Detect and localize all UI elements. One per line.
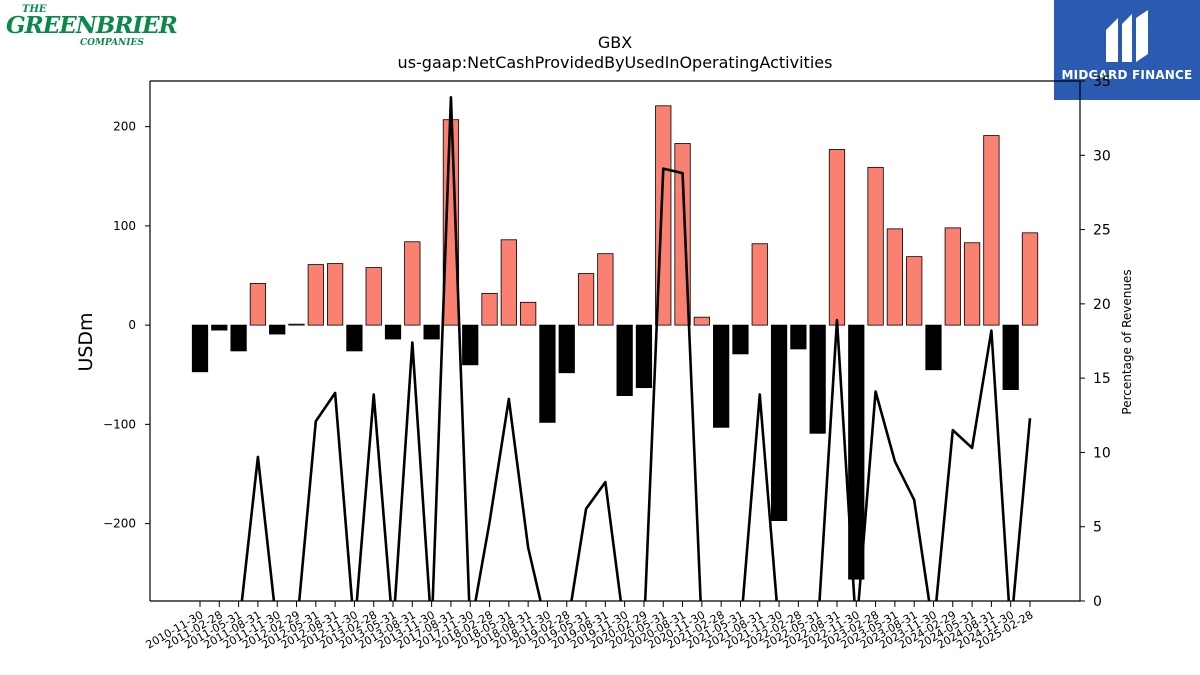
y2-tick-label: 30	[1093, 148, 1111, 164]
bar-2020-02-29	[635, 324, 653, 389]
bar-2013-08-31	[404, 241, 421, 326]
bar-2019-08-31	[597, 253, 614, 326]
logo-line-3: COMPANIES	[80, 38, 144, 48]
bar-2017-11-30	[462, 324, 479, 366]
bar-2022-02-28	[790, 324, 807, 350]
bar-2018-11-30	[539, 324, 556, 423]
bar-2024-05-31	[963, 242, 981, 326]
y2-tick-label: 5	[1093, 520, 1102, 536]
bar-2012-11-30	[346, 324, 363, 352]
bar-2021-02-28	[713, 324, 730, 428]
bar-2023-11-30	[925, 324, 942, 371]
y2-tick-label: 35	[1093, 74, 1111, 90]
logo-line-1: THE	[22, 4, 47, 15]
bar-2023-02-28	[867, 166, 884, 326]
chart-subtitle: us-gaap:NetCashProvidedByUsedInOperating…	[398, 53, 833, 72]
bar-2012-08-31	[326, 263, 344, 326]
y-axis-label: USDm	[75, 312, 97, 371]
y2-tick-label: 25	[1093, 223, 1111, 239]
y2-tick-label: 10	[1093, 445, 1111, 461]
plot-area: −200−1000100200051015202530352010-11-302…	[103, 74, 1111, 652]
percentage-line	[240, 96, 1032, 601]
bar-2010-11-30	[191, 324, 209, 373]
y-tick-label: 100	[113, 219, 136, 233]
y-tick-label: 200	[113, 120, 136, 134]
bar-2013-02-28	[365, 267, 382, 326]
bar-2022-08-31	[828, 149, 846, 326]
bar-2018-05-31	[500, 239, 517, 326]
logo-line-2: GREENBRIER	[6, 12, 178, 39]
bar-2019-11-30	[616, 324, 633, 396]
bar-2012-02-29	[288, 323, 305, 326]
bar-2021-11-30	[770, 324, 788, 522]
greenbrier-logo: THE GREENBRIER COMPANIES	[6, 4, 178, 52]
bar-2018-08-31	[520, 301, 537, 326]
bar-2019-02-28	[558, 324, 575, 374]
bar-2021-08-31	[751, 243, 768, 326]
y2-tick-label: 0	[1093, 594, 1102, 610]
bar-2013-11-30	[423, 324, 440, 340]
bar-2021-05-31	[732, 324, 749, 355]
bar-2023-08-31	[906, 256, 923, 326]
bar-2024-11-30	[1002, 324, 1019, 391]
y-tick-label: 0	[128, 318, 136, 332]
bar-2023-05-31	[886, 228, 903, 326]
bar-2019-05-31	[577, 273, 595, 326]
midgard-finance-logo: MIDGARD FINANCE	[1054, 0, 1200, 100]
bar-2011-05-31	[230, 324, 247, 352]
bar-2020-11-30	[693, 316, 710, 326]
bar-2025-02-28	[1021, 232, 1039, 326]
bar-2022-11-30	[848, 324, 865, 580]
bar-2024-02-29	[944, 227, 961, 326]
bar-2024-08-31	[983, 135, 1000, 326]
bar-2022-05-31	[809, 324, 826, 434]
y-tick-label: −100	[103, 417, 136, 431]
bar-2012-05-31	[307, 264, 324, 326]
bar-2013-05-31	[384, 324, 402, 340]
y-tick-label: −200	[103, 517, 136, 531]
bar-2011-11-30	[269, 324, 286, 335]
chart-title: GBX	[598, 33, 632, 52]
bar-2018-02-28	[481, 292, 498, 326]
midgard-finance-name: MIDGARD FINANCE	[1061, 68, 1193, 82]
midgard-mark-icon	[1106, 10, 1148, 62]
bar-2011-02-28	[211, 324, 228, 331]
y2-tick-label: 20	[1093, 297, 1111, 313]
bar-2011-08-31	[249, 283, 267, 326]
y2-tick-label: 15	[1093, 371, 1111, 387]
y2-axis-label: Percentage of Revenues	[1120, 269, 1134, 414]
